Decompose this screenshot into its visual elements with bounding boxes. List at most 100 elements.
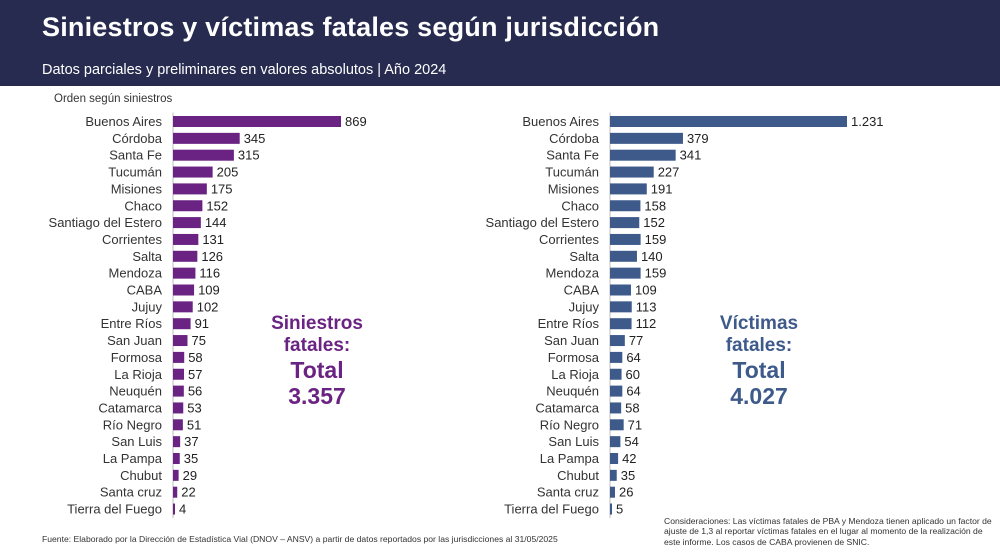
right-category-label: Buenos Aires (522, 114, 599, 129)
left-bar (173, 217, 201, 229)
left-category-label: Chubut (120, 468, 162, 483)
left-category-label: Córdoba (112, 131, 163, 146)
right-category-label: Chubut (557, 468, 599, 483)
right-value-label: 191 (651, 181, 673, 196)
left-value-label: 152 (206, 198, 228, 213)
right-category-label: Tucumán (545, 165, 599, 180)
left-category-label: Entre Ríos (101, 316, 163, 331)
right-value-label: 42 (622, 451, 636, 466)
left-category-label: Catamarca (98, 400, 162, 415)
right-bar (610, 318, 632, 330)
right-value-label: 159 (645, 266, 667, 281)
left-value-label: 175 (211, 181, 233, 196)
left-category-label: La Rioja (114, 367, 162, 382)
left-bar (173, 368, 185, 380)
right-bar (610, 132, 683, 144)
right-bar (610, 267, 641, 279)
right-bar (610, 486, 616, 498)
right-total-line3: Total (732, 356, 786, 383)
left-value-label: 53 (187, 400, 201, 415)
left-category-label: Neuquén (109, 384, 162, 399)
right-category-label: Corrientes (539, 232, 599, 247)
left-value-label: 869 (345, 114, 367, 129)
right-value-label: 379 (687, 131, 709, 146)
left-bar (173, 469, 179, 481)
right-value-label: 64 (626, 350, 640, 365)
left-bar (173, 351, 185, 363)
right-category-label: Córdoba (549, 131, 600, 146)
right-value-label: 60 (626, 367, 640, 382)
right-category-label: Río Negro (540, 417, 599, 432)
right-category-label: Catamarca (535, 400, 599, 415)
right-value-label: 35 (621, 468, 635, 483)
right-bar (610, 335, 625, 347)
right-category-label: Neuquén (546, 384, 599, 399)
left-value-label: 58 (188, 350, 202, 365)
right-bar (610, 217, 640, 229)
right-bar (610, 368, 622, 380)
left-bar (173, 200, 203, 212)
right-category-label: Entre Ríos (538, 316, 600, 331)
left-value-label: 109 (198, 283, 220, 298)
right-category-label: Santa Fe (546, 148, 599, 163)
right-value-label: 71 (628, 417, 642, 432)
right-value-label: 26 (619, 485, 633, 500)
left-category-label: Formosa (111, 350, 163, 365)
left-value-label: 315 (238, 148, 260, 163)
header-banner: Siniestros y víctimas fatales según juri… (0, 0, 1000, 86)
right-bar (610, 149, 676, 161)
right-bar (610, 166, 654, 178)
right-value-label: 112 (636, 316, 657, 331)
left-value-label: 126 (201, 249, 223, 264)
left-value-label: 345 (244, 131, 266, 146)
right-category-label: Santa cruz (537, 485, 599, 500)
left-bar (173, 486, 178, 498)
order-label: Orden según siniestros (54, 93, 173, 105)
right-bar (610, 385, 623, 397)
right-category-label: Tierra del Fuego (504, 502, 599, 517)
left-category-label: San Juan (107, 333, 162, 348)
left-bar (173, 166, 213, 178)
page-title: Siniestros y víctimas fatales según juri… (42, 12, 660, 42)
right-bar (610, 351, 623, 363)
left-total-line3: Total (290, 356, 344, 383)
left-value-label: 205 (217, 165, 239, 180)
right-value-label: 58 (625, 400, 639, 415)
left-bar (173, 233, 199, 245)
right-bar (610, 402, 622, 414)
left-category-label: CABA (127, 283, 163, 298)
left-value-label: 51 (187, 417, 201, 432)
left-bar (173, 402, 184, 414)
left-category-label: Río Negro (103, 417, 162, 432)
left-bar (173, 116, 341, 127)
left-total-value: 3.357 (288, 383, 346, 410)
right-bar (610, 453, 619, 464)
left-value-label: 4 (179, 502, 186, 517)
left-category-label: Tierra del Fuego (67, 502, 162, 517)
left-bar (173, 503, 175, 515)
left-bar (173, 149, 234, 161)
right-category-label: San Juan (544, 333, 599, 348)
right-value-label: 64 (626, 384, 640, 399)
right-value-label: 109 (635, 283, 657, 298)
right-category-label: Chaco (561, 198, 599, 213)
left-value-label: 37 (184, 434, 198, 449)
right-bar (610, 200, 641, 212)
left-value-label: 131 (202, 232, 224, 247)
left-bar (173, 250, 198, 262)
right-bar (610, 250, 637, 262)
left-bar (173, 132, 240, 144)
left-category-label: Jujuy (132, 299, 163, 314)
left-value-label: 22 (181, 485, 195, 500)
left-value-label: 56 (188, 384, 202, 399)
right-value-label: 227 (658, 165, 680, 180)
right-value-label: 152 (643, 215, 665, 230)
right-value-label: 5 (616, 502, 623, 517)
left-value-label: 116 (199, 266, 220, 281)
left-bar (173, 284, 195, 296)
right-total-line2: fatales: (725, 334, 793, 356)
left-value-label: 57 (188, 367, 202, 382)
left-bar (173, 385, 184, 397)
right-category-label: Misiones (548, 181, 600, 196)
